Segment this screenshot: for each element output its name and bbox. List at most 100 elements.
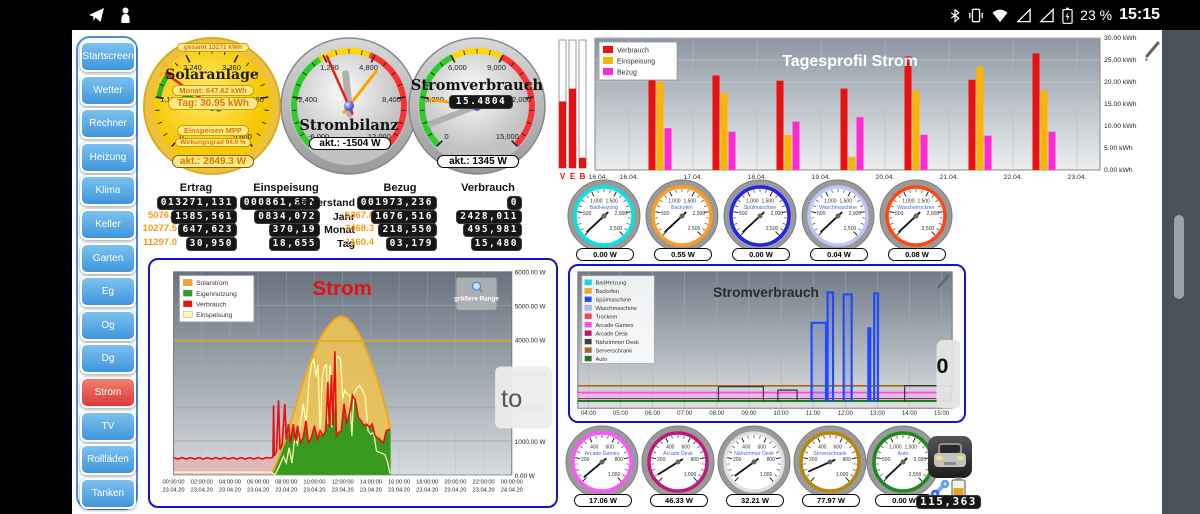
small-gauge-waschmaschine: 500 1,000 1,500 2,000 2,500 Waschmaschine 0.04… xyxy=(800,178,876,270)
solar-akt-pill: akt.: 2849.3 W xyxy=(172,155,254,168)
y-axis-tick: 5000.00 W xyxy=(515,303,546,310)
table-row: 5076.6 1585,561 0834,072 Jahr 5367.8 1676,516… xyxy=(146,209,530,224)
legend-label: Verbrauch xyxy=(196,301,227,308)
bezug-value: 218,550 xyxy=(378,223,437,237)
edit-pencil-icon[interactable] xyxy=(1145,41,1160,61)
chart-title: Strom xyxy=(312,277,371,300)
gauge-value-pill: 0.00 W xyxy=(732,248,790,261)
solar-wirkungsgrad-pill: Wirkungsgrad 94.9 % xyxy=(175,138,251,147)
legend-label: Einspeisung xyxy=(196,312,233,319)
table-col-header: Bezug xyxy=(383,182,417,194)
x-axis-tick: 07:00 xyxy=(677,411,693,417)
einspeisung-value: 0834,072 xyxy=(254,209,320,224)
sidebar-item-dg[interactable]: Dg xyxy=(80,343,136,375)
scrollbar-track[interactable] xyxy=(1162,30,1200,514)
sidebar-item-tv[interactable]: TV xyxy=(80,410,136,442)
sidebar-item-og[interactable]: Og xyxy=(80,309,136,341)
scrollbar-handle[interactable] xyxy=(1174,215,1184,299)
table-row: 013271,131 000861,882 Zählerstand 001973,23… xyxy=(146,196,530,210)
sidebar-item-garten[interactable]: Garten xyxy=(80,242,136,274)
gauge-scale-label: 12,000 xyxy=(508,95,531,104)
gauge-scale-label: 1,500 xyxy=(683,199,696,205)
x-axis-tick-date: 23.04.20 xyxy=(388,487,410,493)
sidebar-item-label: Klima xyxy=(95,185,121,197)
x-axis-tick: 04:00 xyxy=(581,411,597,417)
gauge-scale-label: 2,000 xyxy=(693,211,706,217)
verbrauch-gauge-digital: 15.4804 xyxy=(449,95,513,109)
small-gauge-backofen: 500 1,000 1,500 2,000 2,500 Backofen 0.55 W xyxy=(644,178,720,270)
gauge-scale-label: 1,200 xyxy=(320,63,339,72)
sidebar-item-strom[interactable]: Strom xyxy=(80,377,136,408)
x-axis-tick-time: 22:00:00 xyxy=(473,480,495,486)
zoom-range-button-label: größere Range xyxy=(454,296,499,303)
bar-bezug xyxy=(920,134,928,170)
gauge-value-pill: 0.08 W xyxy=(888,248,946,261)
gauge-scale-label: 1,500 xyxy=(605,199,618,205)
table-col-header: Ertrag xyxy=(179,182,213,194)
x-axis-tick: 17.04. xyxy=(684,174,703,181)
x-axis-tick: 18.04. xyxy=(748,174,767,181)
verbrauch-gauge-akt-pill: akt.: 1345 W xyxy=(437,155,519,168)
legend-label: Bezug xyxy=(617,70,637,77)
bezug-value: 1676,516 xyxy=(371,209,437,224)
gauge-scale-label: 0 xyxy=(180,132,184,141)
zoom-range-button[interactable]: größere Range xyxy=(454,276,499,311)
x-axis-tick-date: 23.04.20 xyxy=(473,487,495,493)
gauge-scale-label: 200 xyxy=(581,457,590,463)
edit-pencil-icon[interactable] xyxy=(937,274,950,289)
gauge-scale-label: 800 xyxy=(691,457,700,463)
x-axis-tick: 22.04. xyxy=(1004,174,1023,181)
legend-label: Nähzimmer Desk xyxy=(595,340,639,346)
x-axis-tick-date: 23.04.20 xyxy=(191,487,213,493)
overlay-text: to xyxy=(501,385,522,413)
sidebar-item-klima[interactable]: Klima xyxy=(80,175,136,207)
sidebar-item-rechner[interactable]: Rechner xyxy=(80,108,136,140)
sidebar-item-label: Heizung xyxy=(89,151,127,163)
gauge-name-label: Arcade Desk xyxy=(663,451,693,457)
y-axis-tick: 5.00 kWh xyxy=(1104,145,1133,152)
range-overlay: to xyxy=(495,366,552,429)
gauge-scale-label: 500 xyxy=(661,211,670,217)
small-gauge-arcadedesk: 200 400 600 800 1,000 Arcade Desk 46.33 W xyxy=(640,424,716,514)
verbrauch-value: 15,480 xyxy=(470,236,522,251)
bar-verbrauch xyxy=(648,75,656,170)
y-axis-tick: 0.00 kWh xyxy=(1104,167,1133,174)
sidebar-item-label: Eg xyxy=(101,286,115,298)
sidebar-item-eg[interactable]: Eg xyxy=(80,276,136,308)
gauge-scale-label: 2,000 xyxy=(615,211,628,217)
car-tile[interactable] xyxy=(928,436,972,478)
x-axis-tick: 11:00 xyxy=(806,411,821,417)
bar-einspeisung xyxy=(656,82,664,170)
gauge-scale-label: 200 xyxy=(733,457,742,463)
ertrag-value: 1585,561 xyxy=(171,209,237,224)
sidebar-item-keller[interactable]: Keller xyxy=(80,209,136,240)
gauge-scale-label: 1,500 xyxy=(904,445,917,451)
gauge-scale-label: 1,000 xyxy=(590,199,603,205)
sidebar-item-tanken[interactable]: Tanken xyxy=(80,477,136,509)
solar-gauge: 01,1202,2403,3604,4805,600Solaranlageges… xyxy=(143,37,281,175)
bar-verbrauch xyxy=(712,75,720,170)
verbrauch-value: 0 xyxy=(506,196,522,210)
x-axis-tick: 12:00 xyxy=(838,411,854,417)
sidebar-item-rolllden[interactable]: Rollläden xyxy=(80,444,136,476)
x-axis-tick-date: 23.04.20 xyxy=(303,487,325,493)
gauge-value-pill: 0.00 W xyxy=(576,248,634,261)
table-row: 11297.0 30,950 18,655 Tag 1160.4 03,179 15,480 xyxy=(143,236,530,251)
gauge-value-pill: 17.06 W xyxy=(574,494,632,507)
x-axis-tick-time: 16:00:00 xyxy=(388,480,410,486)
gauge-scale-label: 2,500 xyxy=(766,226,779,232)
y-axis-tick: 6000.00 W xyxy=(515,270,546,277)
bar-bezug xyxy=(664,128,672,170)
gauge-value-pill: 0.04 W xyxy=(810,248,868,261)
sidebar-item-label: Og xyxy=(101,319,115,331)
gauge-scale-label: 400 xyxy=(818,445,827,451)
sidebar-item-startscreen[interactable]: Startscreen xyxy=(80,41,136,72)
x-axis-tick-time: 18:00:00 xyxy=(416,480,438,486)
sidebar-item-label: TV xyxy=(101,420,115,432)
gauge-scale-label: 200 xyxy=(657,457,666,463)
gauge-scale-label: 2,500 xyxy=(844,226,857,232)
sidebar-item-heizung[interactable]: Heizung xyxy=(80,141,136,173)
small-gauge-nhzimmerdesk: 200 400 600 800 1,000 Nähzimmer Desk 32.21 W xyxy=(716,424,792,514)
sidebar-item-wetter[interactable]: Wetter xyxy=(80,74,136,106)
car-energy-display: 115,363 xyxy=(916,495,981,509)
